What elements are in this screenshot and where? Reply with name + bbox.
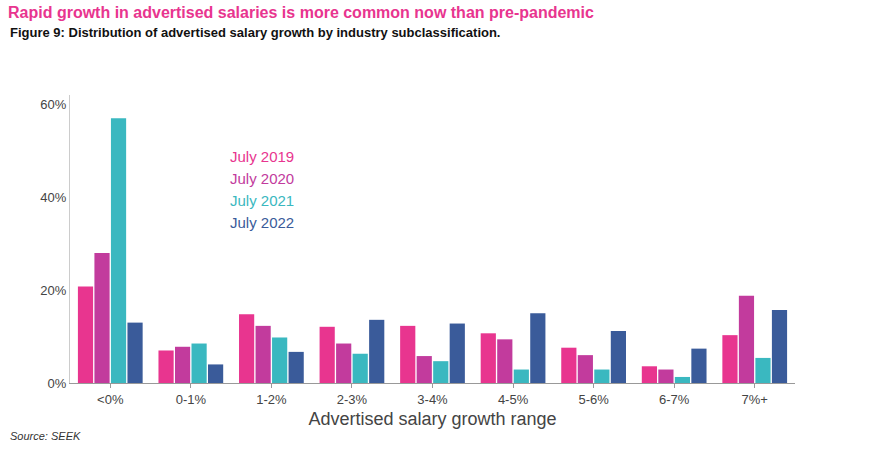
svg-text:Source: SEEK: Source: SEEK <box>10 430 81 442</box>
svg-text:Rapid growth in advertised sal: Rapid growth in advertised salaries is m… <box>8 4 594 21</box>
svg-text:20%: 20% <box>40 283 66 298</box>
svg-text:40%: 40% <box>40 190 66 205</box>
svg-text:0%: 0% <box>48 376 67 391</box>
svg-text:7%+: 7%+ <box>742 392 768 407</box>
svg-text:1-2%: 1-2% <box>256 392 287 407</box>
svg-text:60%: 60% <box>40 97 66 112</box>
svg-text:Figure 9: Distribution of adve: Figure 9: Distribution of advertised sal… <box>10 25 500 40</box>
svg-text:6-7%: 6-7% <box>659 392 690 407</box>
svg-text:July 2019: July 2019 <box>230 148 294 165</box>
svg-text:July 2021: July 2021 <box>230 192 294 209</box>
svg-text:3-4%: 3-4% <box>417 392 448 407</box>
svg-text:2-3%: 2-3% <box>337 392 368 407</box>
svg-text:0-1%: 0-1% <box>176 392 207 407</box>
svg-text:<0%: <0% <box>97 392 124 407</box>
svg-text:5-6%: 5-6% <box>578 392 609 407</box>
svg-text:Advertised salary growth range: Advertised salary growth range <box>308 409 556 429</box>
svg-text:4-5%: 4-5% <box>498 392 529 407</box>
svg-text:July 2020: July 2020 <box>230 170 294 187</box>
svg-text:July 2022: July 2022 <box>230 214 294 231</box>
